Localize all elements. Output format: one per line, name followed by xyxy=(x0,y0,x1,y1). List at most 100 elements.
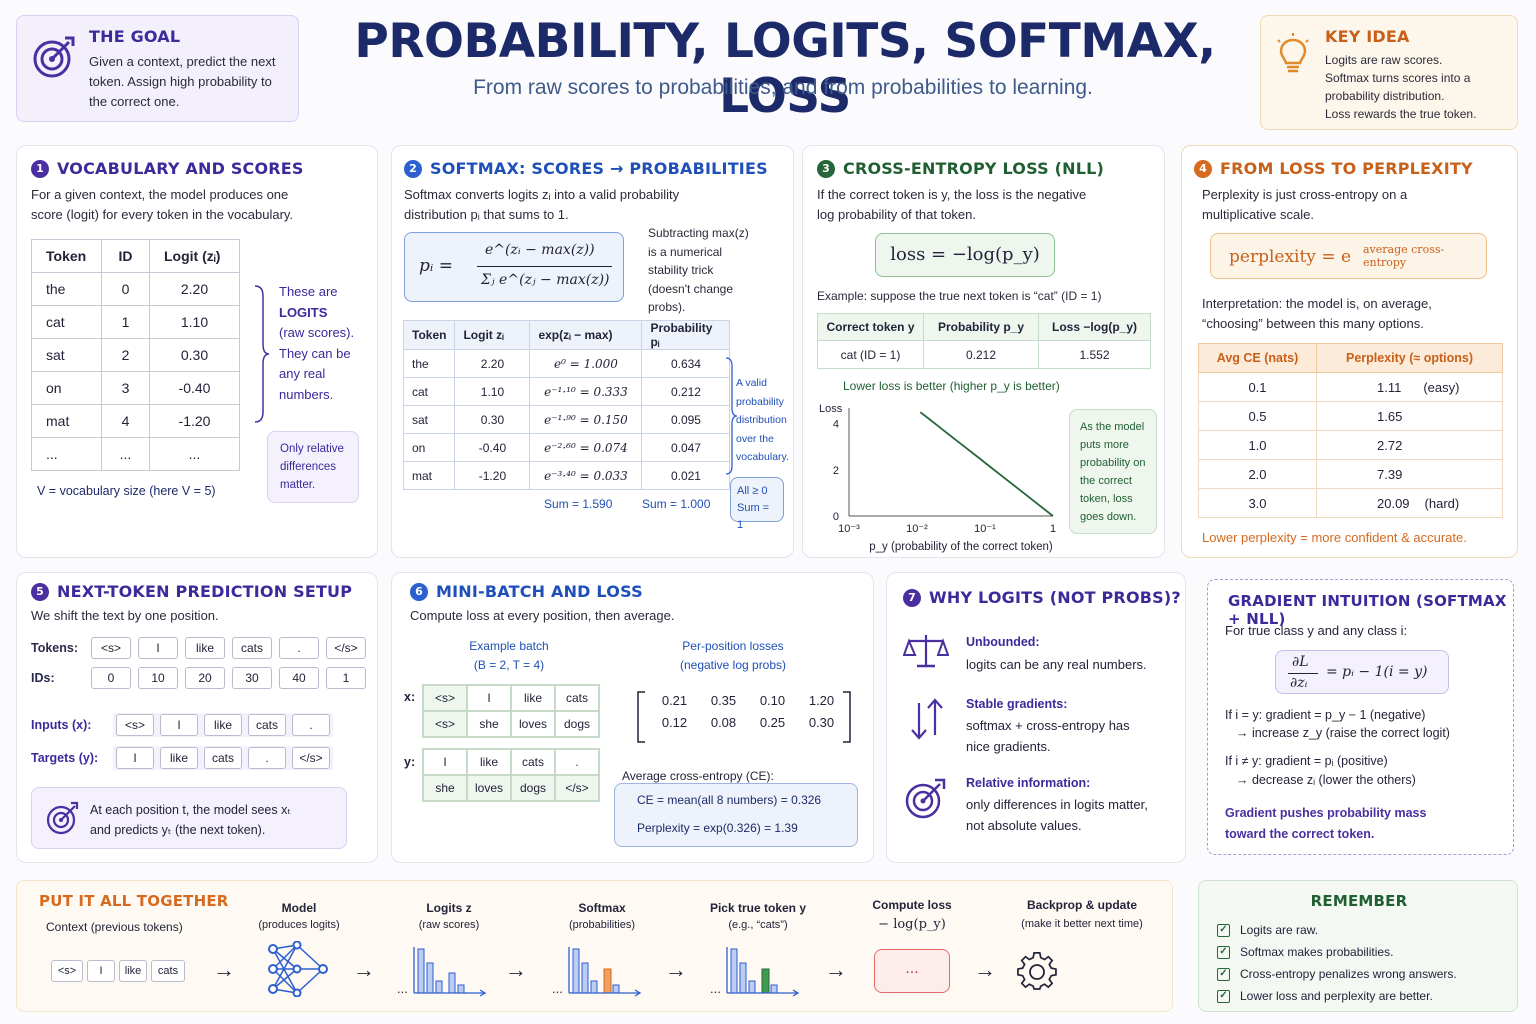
section-cross-entropy: 3 CROSS-ENTROPY LOSS (NLL) If the correc… xyxy=(802,145,1165,558)
section-number: 6 xyxy=(410,582,428,601)
sum-prob: Sum = 1.000 xyxy=(642,497,711,511)
table-header: Token xyxy=(31,239,102,273)
step-title: Model xyxy=(281,901,317,915)
ellipsis: ... xyxy=(552,981,563,996)
section-number: 5 xyxy=(31,582,49,601)
matrix-bracket-right xyxy=(843,691,851,743)
step-subtitle: (raw scores) xyxy=(418,919,480,931)
input-chip: . xyxy=(292,714,330,736)
step-subtitle: (produces logits) xyxy=(258,919,340,931)
vocabulary-table: Token ID Logit (zᵢ) the 0 2.20 cat 1 1.10 sa… xyxy=(31,239,240,471)
token-chip: cats xyxy=(232,637,272,659)
step-title: Logits z xyxy=(426,901,472,915)
vocab-size-note: V = vocabulary size (here V = 5) xyxy=(37,484,216,498)
why-item-title: Unbounded: xyxy=(966,635,1040,649)
why-item-title: Stable gradients: xyxy=(966,697,1068,711)
section-gradient: GRADIENT INTUITION (SOFTMAX + NLL) For t… xyxy=(1207,579,1514,855)
table-row: 0.5 1.65 xyxy=(1198,401,1503,431)
inputs-label: Inputs (x): xyxy=(31,718,92,732)
step-subtitle: (make it better next time) xyxy=(1021,918,1143,930)
ellipsis: ... xyxy=(397,981,408,996)
batch-cell: loves xyxy=(511,711,555,737)
batch-cell: I xyxy=(423,749,467,775)
checkbox-icon: ✓ xyxy=(1217,967,1230,981)
batch-cell: dogs xyxy=(511,775,555,801)
section-description: If the correct token is y, the loss is t… xyxy=(817,187,1087,222)
table-row: 2.0 7.39 xyxy=(1198,459,1503,489)
perplexity-table: Avg CE (nats) Perplexity (≈ options) 0.1… xyxy=(1198,343,1503,518)
section-heading: REMEMBER xyxy=(1310,892,1408,910)
key-idea-line: Softmax turns scores into a probability … xyxy=(1325,71,1471,103)
brace-icon xyxy=(254,285,270,423)
prediction-note: and predicts yₜ (the next token). xyxy=(90,823,266,837)
table-header: exp(zᵢ − max) xyxy=(529,320,643,350)
id-chip: 10 xyxy=(138,667,178,689)
batch-cell: she xyxy=(467,711,511,737)
table-row: 1.0 2.72 xyxy=(1198,430,1503,460)
batch-subtitle: (B = 2, T = 4) xyxy=(473,658,545,672)
section-next-token: 5 NEXT-TOKEN PREDICTION SETUP We shift t… xyxy=(16,572,378,863)
section-number: 4 xyxy=(1194,159,1212,178)
batch-cell: like xyxy=(511,685,555,711)
table-header: Probability p_y xyxy=(923,313,1039,341)
ids-label: IDs: xyxy=(31,671,55,685)
prediction-note: At each position t, the model sees xₜ xyxy=(90,803,292,817)
average-box: CE = mean(all 8 numbers) = 0.326 Perplex… xyxy=(614,783,858,847)
id-chip: 30 xyxy=(232,667,272,689)
why-item-body: logits can be any real numbers. xyxy=(966,657,1147,672)
section-heading: FROM LOSS TO PERPLEXITY xyxy=(1220,159,1473,178)
logits-bars-icon xyxy=(413,947,487,997)
id-chip: 1 xyxy=(326,667,366,689)
ids-row: 0 10 20 30 40 1 xyxy=(91,667,366,689)
target-chip: . xyxy=(248,747,286,769)
loss-value: 0.08 xyxy=(710,715,737,730)
x-tick-label: 1 xyxy=(1050,523,1056,535)
gradient-case: If i ≠ y: gradient = pᵢ (positive) xyxy=(1225,754,1388,768)
table-row: cat 1.10 e⁻¹·¹⁰ = 0.333 0.212 xyxy=(402,377,731,406)
loss-value: 0.12 xyxy=(661,715,688,730)
gradient-conclusion: Gradient pushes probability mass toward … xyxy=(1225,806,1427,841)
table-header: Correct token y xyxy=(817,313,924,341)
x-batch-grid: <s> I like cats <s> she loves dogs xyxy=(422,684,600,738)
sum-exp: Sum = 1.590 xyxy=(544,497,613,511)
perplexity-formula: perplexity = e average cross-entropy xyxy=(1210,233,1487,279)
step-subtitle: (e.g., “cats”) xyxy=(728,919,788,931)
input-chip: <s> xyxy=(116,714,154,736)
table-row: cat 1 1.10 xyxy=(31,305,240,339)
section-heading: SOFTMAX: SCORES → PROBABILITIES xyxy=(430,159,768,178)
why-item-title: Relative information: xyxy=(966,776,1091,790)
arrow-icon: → xyxy=(505,957,527,982)
arrows-icon xyxy=(911,698,943,740)
perplexity-footer: Lower perplexity = more confident & accu… xyxy=(1202,530,1467,545)
matrix-bracket-left xyxy=(637,691,645,743)
ellipsis: ... xyxy=(710,981,721,996)
average-title: Average cross-entropy (CE): xyxy=(622,769,774,783)
loss-value: 1.20 xyxy=(808,693,835,708)
batch-cell: I xyxy=(467,685,511,711)
x-tick-label: 10⁻³ xyxy=(838,523,860,535)
step-title: Softmax xyxy=(578,901,626,915)
softmax-table: Token Logit zᵢ exp(zᵢ − max) Probability… xyxy=(402,320,731,490)
table-header: Logit zᵢ xyxy=(454,320,531,350)
table-header: Probability pᵢ xyxy=(641,320,731,350)
table-row: cat (ID = 1) 0.212 1.552 xyxy=(817,340,1151,369)
token-chip: I xyxy=(138,637,178,659)
checkbox-icon: ✓ xyxy=(1217,989,1230,1003)
sum-check-note: All ≥ 0 Sum = 1 xyxy=(730,477,784,531)
page-subtitle: From raw scores to probabilities, and fr… xyxy=(473,76,1093,99)
section-heading: NEXT-TOKEN PREDICTION SETUP xyxy=(57,582,353,601)
page-title: PROBABILITY, LOGITS, SOFTMAX, LOSS xyxy=(354,14,1216,124)
checklist-item: ✓ Logits are raw. xyxy=(1217,919,1457,941)
section-description: We shift the text by one position. xyxy=(31,608,219,623)
id-chip: 20 xyxy=(185,667,225,689)
loss-side-note: As the model puts more probability on th… xyxy=(1069,409,1157,534)
section-heading: CROSS-ENTROPY LOSS (NLL) xyxy=(843,159,1105,178)
table-row: mat 4 -1.20 xyxy=(31,404,240,438)
softmax-formula: pᵢ = e^(zᵢ − max(z)) Σⱼ e^(zⱼ − max(z)) xyxy=(404,232,624,302)
table-row: sat 2 0.30 xyxy=(31,338,240,372)
section-number: 7 xyxy=(903,588,921,607)
target-chip: I xyxy=(116,747,154,769)
table-row: mat -1.20 e⁻³·⁴⁰ = 0.033 0.021 xyxy=(402,461,731,490)
target-arrow-icon xyxy=(46,801,79,835)
batch-title: Example batch xyxy=(469,639,549,653)
